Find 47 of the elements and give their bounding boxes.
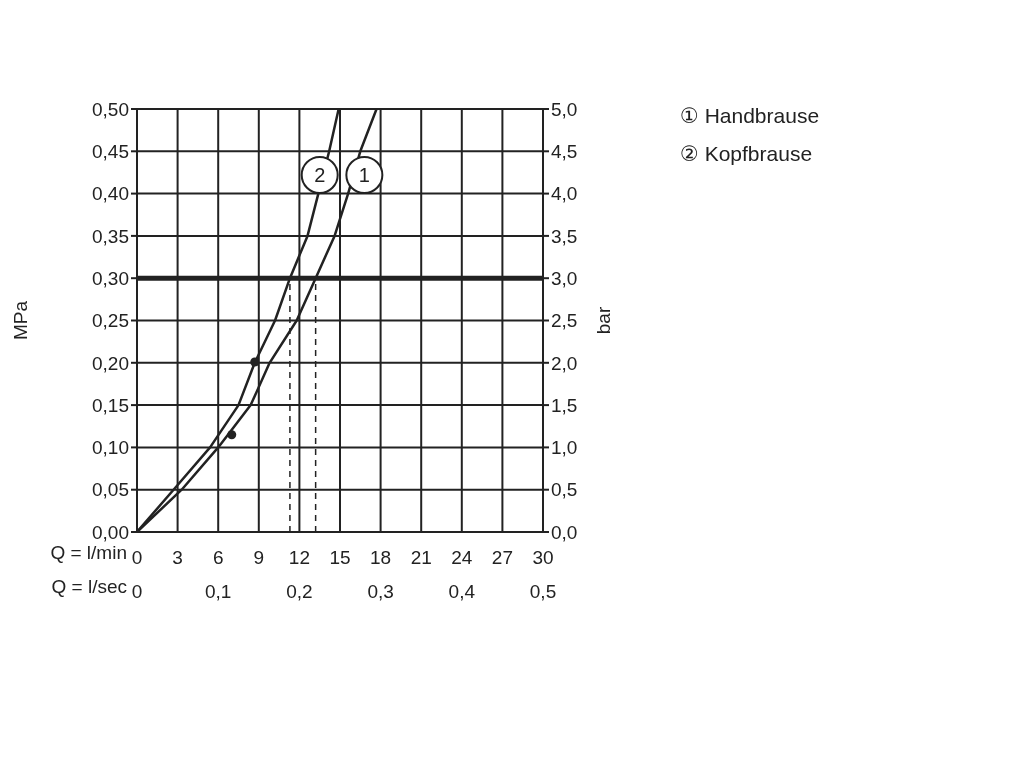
x-axis-title: Q = l/min — [49, 542, 127, 564]
y2-tick-label: 5,0 — [551, 98, 578, 120]
x2-tick-label: 0,1 — [204, 581, 232, 602]
y2-tick-label: 2,0 — [551, 352, 578, 374]
y2-tick-label: 1,5 — [551, 394, 578, 416]
y2-axis-title: bar — [592, 306, 614, 335]
x2-tick-label: 0,5 — [529, 581, 557, 602]
y2-tick-label: 0,0 — [551, 521, 578, 543]
x-tick-label: 6 — [212, 547, 224, 568]
y-tick-label: 0,20 — [92, 352, 129, 374]
x2-tick-label: 0 — [131, 581, 143, 602]
x-tick-label: 30 — [532, 547, 554, 568]
y-axis-title: MPa — [9, 300, 31, 341]
x-tick-label: 15 — [329, 547, 351, 568]
y-tick-label: 0,45 — [92, 141, 129, 163]
y-tick-label: 0,10 — [92, 437, 129, 459]
x2-axis-title: Q = l/sec — [50, 576, 127, 598]
x-tick-label: 24 — [451, 547, 473, 568]
y2-tick-label: 3,5 — [551, 225, 578, 247]
y-tick-label: 0,50 — [92, 98, 129, 120]
y-tick-label: 0,30 — [92, 267, 129, 289]
y2-tick-label: 0,5 — [551, 479, 578, 501]
x2-tick-label: 0,2 — [286, 581, 313, 602]
x-tick-label: 21 — [410, 547, 432, 568]
x-tick-label: 18 — [370, 547, 392, 568]
text: ② Kopfbrause — [680, 142, 814, 166]
text: ① Handbrause — [680, 104, 820, 128]
y-tick-label: 0,25 — [92, 310, 129, 332]
x-tick-label: 27 — [491, 547, 513, 568]
y2-tick-label: 4,5 — [551, 141, 578, 163]
y2-tick-label: 4,0 — [551, 183, 578, 205]
x-tick-label: 12 — [288, 547, 310, 568]
y-tick-label: 0,40 — [92, 183, 129, 205]
y-tick-label: 0,05 — [92, 479, 129, 501]
y-tick-label: 0,00 — [92, 521, 129, 543]
x-tick-label: 3 — [172, 547, 183, 568]
x2-tick-label: 0,3 — [367, 581, 394, 602]
x-tick-label: 9 — [253, 547, 265, 568]
y-tick-label: 0,35 — [92, 225, 129, 247]
x-tick-label: 0 — [131, 547, 143, 568]
annotation: 2 — [314, 163, 326, 186]
y2-tick-label: 2,5 — [551, 310, 578, 332]
x2-tick-label: 0,4 — [448, 581, 476, 602]
y2-tick-label: 1,0 — [551, 437, 578, 459]
annotation: 1 — [358, 163, 370, 186]
y-tick-label: 0,15 — [92, 394, 129, 416]
y2-tick-label: 3,0 — [551, 267, 578, 289]
